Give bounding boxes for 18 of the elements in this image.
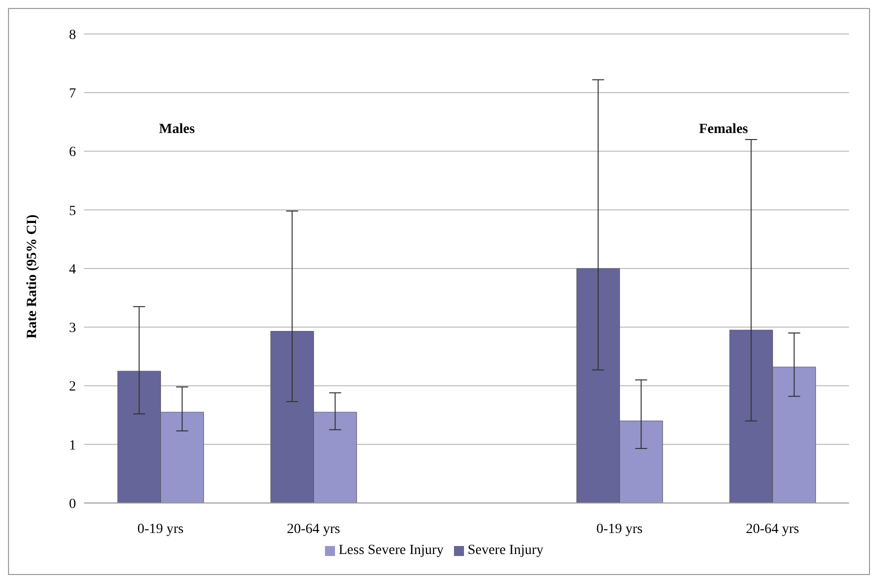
y-tick-label: 5 [69, 204, 76, 219]
y-tick-label: 7 [69, 86, 76, 102]
y-tick-label: 1 [69, 438, 76, 454]
y-tick-label: 0 [69, 496, 76, 512]
y-tick-label: 2 [69, 380, 76, 395]
legend-label: Less Severe Injury [338, 543, 444, 558]
annotation: Males [159, 122, 195, 138]
y-tick-label: 4 [69, 262, 76, 278]
y-tick-label: 8 [69, 28, 76, 43]
y-tick-label: 6 [69, 145, 76, 160]
legend-label: Severe Injury [468, 543, 544, 558]
x-tick-label: 0-19 yrs [137, 522, 184, 537]
y-axis-title: Rate Ratio (95% CI) [24, 214, 40, 338]
x-tick-label: 0-19 yrs [596, 522, 643, 537]
x-tick-label: 20-64 yrs [746, 522, 800, 537]
x-tick-label: 20-64 yrs [286, 522, 340, 537]
y-tick-label: 3 [69, 321, 76, 336]
annotation: Females [699, 122, 748, 138]
